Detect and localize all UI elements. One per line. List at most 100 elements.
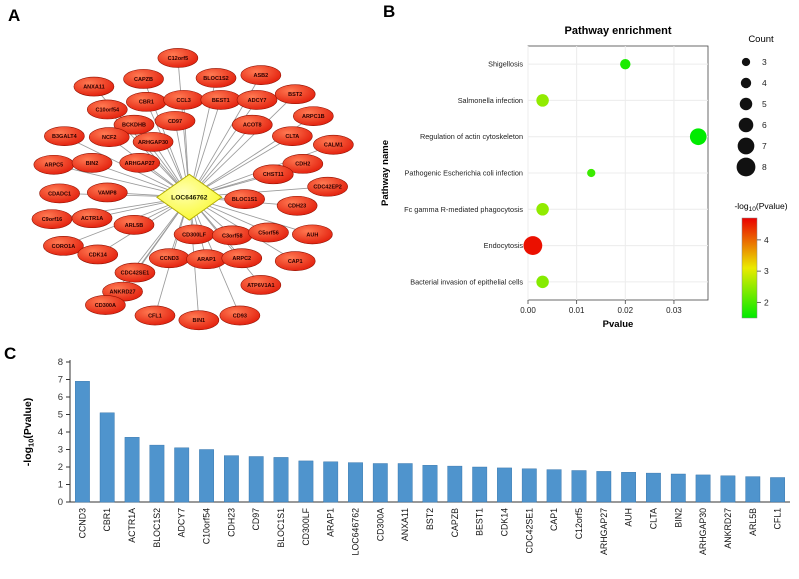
bar [397, 463, 413, 503]
network-node [73, 76, 115, 97]
network-node [134, 305, 176, 326]
pathway-label: Salmonella infection [458, 96, 523, 105]
bar-label: CBR1 [102, 508, 112, 532]
count-legend-dot [739, 97, 753, 111]
bar-label: C12orf5 [574, 508, 584, 539]
network-node [195, 68, 237, 88]
count-legend-dot [738, 117, 754, 133]
network-node [77, 244, 119, 265]
bar-label: BEST1 [475, 508, 485, 536]
bar-label: CD300A [375, 508, 385, 541]
pathway-label: Endocytosis [484, 241, 524, 250]
network-node-label: ADCY7 [248, 98, 267, 104]
network-node-label: BIN2 [86, 161, 99, 167]
bar [223, 455, 239, 503]
gene-network-diagram: C12orf5 CAPZB BLOC1S2 ASB2 ANXA11 C10orf54 CBR… [31, 48, 354, 331]
network-node [307, 176, 348, 197]
bar [546, 469, 562, 503]
network-node-label: C12orf5 [168, 56, 189, 62]
network-node-label: CDADC1 [48, 191, 71, 197]
pathway-dot [536, 94, 549, 107]
bar-label: CLTA [648, 508, 658, 529]
network-node-label: CAPZB [134, 77, 153, 83]
network-node [157, 48, 199, 68]
bar [770, 477, 786, 503]
pathway-enrichment-dotplot: 0.00 0.01 0.02 0.03 Shigellosis Salmonella in… [380, 25, 788, 330]
count-legend-dot [737, 137, 755, 155]
pathway-dot [587, 168, 596, 178]
network-node-label: BCKDHB [122, 123, 146, 129]
bar [521, 468, 537, 503]
network-node [240, 65, 282, 85]
pathway-label: Regulation of actin cytoskeleton [420, 132, 523, 141]
y-tick-label: 7 [58, 375, 63, 386]
network-node-label: AUH [306, 232, 318, 238]
bar [99, 412, 115, 503]
bar-label: CDK14 [500, 508, 510, 536]
network-node-label: CALM1 [324, 143, 343, 149]
network-node-label: CCL3 [176, 98, 190, 104]
network-node [276, 195, 318, 216]
y-tick-label: 1 [58, 480, 63, 491]
bar [646, 472, 661, 503]
bar-label: ANXA11 [400, 508, 410, 541]
pathway-dot [523, 236, 543, 255]
network-node [113, 114, 155, 135]
network-node [39, 183, 80, 204]
network-node-label: VAMP8 [98, 190, 117, 196]
bar-label: ACTR1A [127, 508, 137, 543]
dotplot-ylabel: Pathway name [380, 140, 391, 206]
count-legend-label: 6 [762, 120, 767, 130]
bar-label: CDC42SE1 [524, 508, 534, 554]
network-node-label: CBR1 [139, 100, 154, 106]
network-node [114, 262, 156, 283]
network-node-label: ACTR1A [81, 216, 103, 222]
count-legend-label: 5 [762, 99, 767, 109]
bar-label: C10orf54 [202, 508, 212, 544]
bar-label: BIN2 [673, 508, 683, 528]
network-node [224, 189, 265, 209]
network-node [132, 132, 174, 152]
network-node-label: CDK14 [89, 252, 108, 258]
bar-label: CAP1 [549, 508, 559, 531]
network-node-label: ACOT8 [243, 123, 262, 129]
bar-label: ARHGAP30 [698, 508, 708, 555]
network-node-label: BEST1 [212, 98, 230, 104]
color-legend-tick-label: 3 [764, 266, 769, 276]
bar [348, 462, 363, 503]
bar-label: CD97 [251, 508, 261, 531]
network-node-label: ARL5B [125, 223, 143, 229]
bar [447, 465, 463, 503]
y-tick-label: 6 [58, 392, 63, 403]
count-legend-dot [736, 157, 756, 177]
bar [174, 447, 190, 503]
bar [372, 463, 388, 503]
network-node-label: BLOC1S1 [232, 197, 257, 203]
bar-label: CCND3 [77, 508, 87, 538]
network-node [123, 69, 164, 89]
bar [596, 471, 612, 503]
count-legend-label: 8 [762, 162, 767, 172]
count-legend-dot [740, 77, 752, 89]
bar [149, 444, 165, 503]
network-node [274, 84, 316, 105]
x-tick-label: 0.00 [520, 306, 536, 315]
barchart-ylabel: -log10(Pvalue) [22, 398, 36, 466]
bar [621, 472, 637, 503]
network-node [236, 90, 278, 110]
pathway-dot [536, 275, 549, 289]
bar-label: ADCY7 [177, 508, 187, 537]
color-legend-gradient [741, 217, 758, 319]
network-node-label: ARPC1B [302, 114, 325, 120]
x-tick-label: 0.02 [618, 306, 634, 315]
bar [75, 381, 90, 503]
network-node-label: CAP1 [288, 259, 303, 265]
network-node-label: C3orf58 [222, 233, 243, 239]
network-node [88, 127, 130, 147]
bar [695, 474, 711, 503]
bar-label: BST2 [425, 508, 435, 530]
network-node-label: ARPC5 [45, 163, 64, 169]
y-tick-label: 5 [58, 410, 63, 421]
bar [720, 475, 736, 503]
bar-label: CAPZB [450, 508, 460, 537]
